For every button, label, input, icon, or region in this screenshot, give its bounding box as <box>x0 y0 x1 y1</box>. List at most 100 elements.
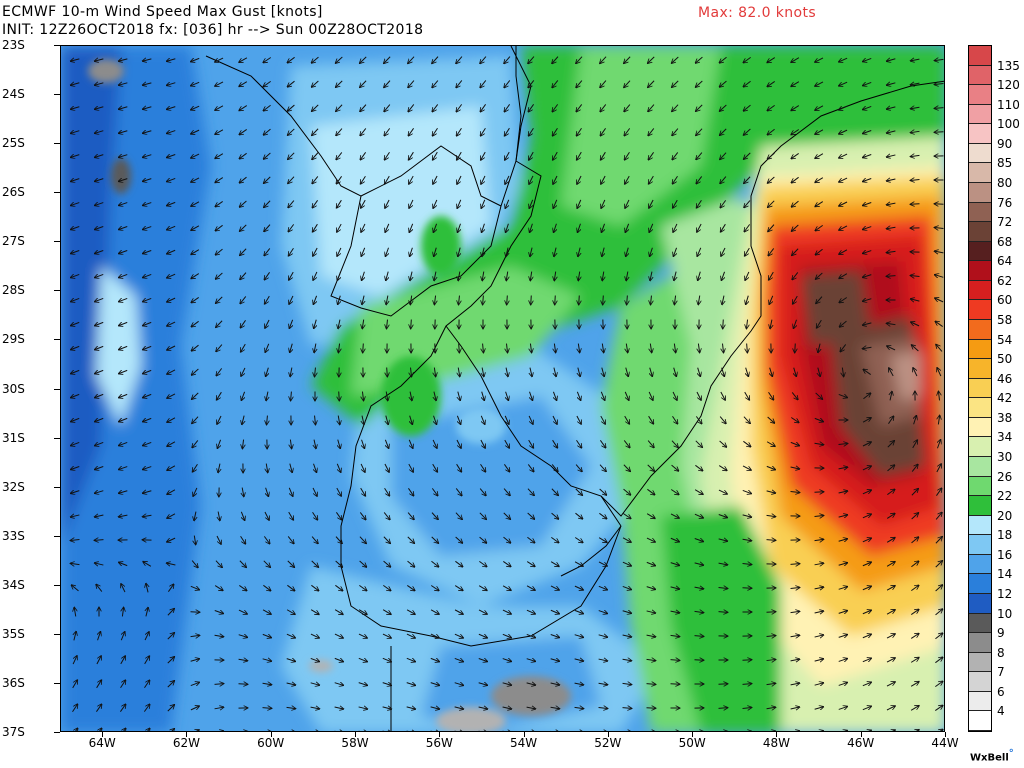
wind-arrow <box>673 247 676 256</box>
wind-arrow <box>408 439 413 448</box>
wind-arrow <box>383 560 391 567</box>
wind-arrow <box>599 440 605 447</box>
wind-arrow <box>766 636 776 637</box>
wind-arrow <box>530 223 533 233</box>
colorbar-segment <box>969 535 991 555</box>
wind-arrow <box>382 658 391 661</box>
wind-arrow <box>742 564 752 565</box>
lat-tick <box>54 486 60 488</box>
wind-arrow <box>481 199 486 208</box>
colorbar-segment <box>969 320 991 340</box>
wind-arrow <box>456 104 463 111</box>
wind-arrow <box>742 684 752 685</box>
wind-arrow <box>143 155 152 158</box>
wind-arrow <box>505 175 510 184</box>
wind-arrow <box>622 537 631 542</box>
wind-arrow <box>768 176 775 183</box>
wind-arrow <box>335 560 343 567</box>
wind-arrow <box>382 707 392 709</box>
wind-arrow <box>143 562 152 567</box>
wind-arrow <box>456 80 463 87</box>
lat-tick <box>54 339 60 341</box>
wind-arrow <box>742 539 752 541</box>
wind-arrow <box>265 319 270 328</box>
wind-arrow <box>263 57 272 63</box>
wind-arrow <box>481 151 486 160</box>
wind-arrow <box>454 683 464 686</box>
wind-arrow <box>310 609 319 615</box>
wind-arrow <box>862 442 871 447</box>
wind-arrow <box>456 439 461 448</box>
wind-arrow <box>554 367 556 377</box>
wind-arrow <box>191 297 199 302</box>
wind-arrow <box>886 610 895 615</box>
wind-arrow <box>71 418 80 421</box>
wind-arrow <box>622 561 631 566</box>
colorbar-segment <box>969 476 991 497</box>
wind-arrow <box>360 487 366 496</box>
wind-arrow <box>264 248 271 255</box>
wind-arrow <box>672 415 677 423</box>
wind-arrow <box>168 729 174 731</box>
wind-arrow <box>119 203 128 206</box>
wind-arrow <box>95 203 104 206</box>
wind-arrow <box>312 128 319 136</box>
lat-tick <box>54 437 60 439</box>
wind-arrow <box>241 511 244 520</box>
wind-arrow <box>431 512 438 520</box>
wind-arrow <box>167 513 176 518</box>
wind-arrow <box>574 683 584 685</box>
wind-arrow <box>191 82 200 85</box>
wind-arrow <box>242 487 244 497</box>
wind-arrow <box>650 343 651 353</box>
wind-arrow <box>458 247 460 257</box>
wind-arrow <box>119 227 128 230</box>
wind-arrow <box>887 465 895 472</box>
wind-arrow <box>504 415 509 424</box>
wind-arrow <box>408 488 413 495</box>
wind-arrow <box>670 537 679 541</box>
wind-arrow <box>863 369 871 375</box>
colorbar-segment <box>969 65 991 86</box>
wind-arrow <box>95 418 104 421</box>
wind-arrow <box>338 439 340 449</box>
wind-arrow <box>430 633 439 638</box>
wind-arrow <box>913 368 918 377</box>
wind-arrow <box>215 129 224 134</box>
wind-arrow <box>745 271 750 280</box>
wind-arrow <box>431 536 439 543</box>
wind-arrow <box>743 440 750 446</box>
wind-arrow <box>431 731 440 732</box>
wind-arrow <box>935 108 944 109</box>
wind-arrow <box>696 128 703 136</box>
wind-arrow <box>601 199 606 208</box>
wind-arrow <box>434 247 437 257</box>
wind-arrow <box>217 439 220 448</box>
wind-arrow <box>887 730 895 731</box>
wind-arrow <box>190 635 200 636</box>
wind-arrow <box>650 367 653 377</box>
wind-arrow <box>838 683 848 686</box>
lat-label: 27S <box>2 234 25 249</box>
wind-arrow <box>262 659 272 661</box>
wind-arrow <box>312 200 319 207</box>
wind-arrow <box>674 343 675 353</box>
wind-arrow <box>766 491 776 493</box>
wind-arrow <box>937 440 940 449</box>
wind-arrow <box>286 659 296 662</box>
wind-arrow <box>289 271 294 280</box>
wind-arrow <box>887 441 894 448</box>
wind-arrow <box>742 490 751 493</box>
wind-arrow <box>238 635 248 638</box>
wind-arrow <box>911 489 918 496</box>
wind-arrow <box>911 275 920 276</box>
wind-arrow <box>816 272 823 279</box>
wind-arrow <box>95 179 104 182</box>
wind-arrow <box>814 418 823 421</box>
wind-arrow <box>287 80 295 87</box>
wind-arrow <box>119 298 128 301</box>
wind-arrow <box>264 200 271 207</box>
wind-arrow <box>384 128 391 135</box>
wind-arrow <box>743 56 751 62</box>
wind-arrow <box>815 248 823 255</box>
